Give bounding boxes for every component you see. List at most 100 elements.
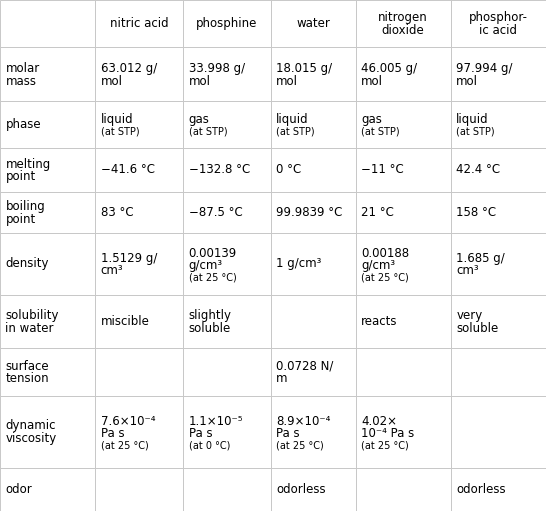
Bar bbox=[183, 0, 271, 48]
Text: m: m bbox=[276, 373, 288, 385]
Bar bbox=[95, 233, 183, 295]
Text: (at STP): (at STP) bbox=[361, 126, 400, 136]
Text: (at 25 °C): (at 25 °C) bbox=[361, 272, 409, 283]
Text: liquid: liquid bbox=[276, 113, 309, 126]
Bar bbox=[451, 468, 546, 511]
Text: −87.5 °C: −87.5 °C bbox=[188, 206, 242, 219]
Text: mol: mol bbox=[361, 75, 383, 87]
Bar bbox=[183, 233, 271, 295]
Bar bbox=[183, 48, 271, 101]
Bar bbox=[451, 0, 546, 48]
Text: (at 25 °C): (at 25 °C) bbox=[276, 440, 324, 450]
Bar bbox=[183, 396, 271, 468]
Bar bbox=[0, 48, 95, 101]
Bar bbox=[451, 148, 546, 192]
Bar bbox=[355, 295, 451, 348]
Text: odorless: odorless bbox=[456, 483, 506, 496]
Bar bbox=[0, 233, 95, 295]
Text: nitrogen: nitrogen bbox=[378, 11, 428, 25]
Bar bbox=[183, 101, 271, 148]
Text: (at 0 °C): (at 0 °C) bbox=[188, 440, 230, 450]
Bar bbox=[95, 148, 183, 192]
Bar bbox=[0, 468, 95, 511]
Text: mol: mol bbox=[100, 75, 123, 87]
Text: 97.994 g/: 97.994 g/ bbox=[456, 62, 513, 75]
Text: Pa s: Pa s bbox=[100, 427, 124, 440]
Text: 0.00188: 0.00188 bbox=[361, 247, 409, 260]
Text: (at 25 °C): (at 25 °C) bbox=[361, 440, 409, 450]
Text: molar: molar bbox=[5, 62, 40, 75]
Text: −132.8 °C: −132.8 °C bbox=[188, 164, 250, 176]
Text: miscible: miscible bbox=[100, 315, 150, 328]
Bar bbox=[355, 468, 451, 511]
Bar bbox=[183, 192, 271, 233]
Text: 99.9839 °C: 99.9839 °C bbox=[276, 206, 343, 219]
Text: ic acid: ic acid bbox=[479, 24, 518, 37]
Text: point: point bbox=[5, 213, 35, 226]
Bar bbox=[271, 295, 355, 348]
Bar bbox=[271, 233, 355, 295]
Text: (at STP): (at STP) bbox=[188, 126, 227, 136]
Bar bbox=[95, 348, 183, 396]
Bar bbox=[0, 192, 95, 233]
Bar bbox=[271, 348, 355, 396]
Text: dynamic: dynamic bbox=[5, 420, 56, 432]
Bar bbox=[95, 101, 183, 148]
Text: surface: surface bbox=[5, 360, 49, 373]
Bar bbox=[183, 148, 271, 192]
Text: soluble: soluble bbox=[456, 322, 498, 335]
Text: water: water bbox=[296, 17, 330, 30]
Text: mol: mol bbox=[276, 75, 298, 87]
Bar bbox=[271, 148, 355, 192]
Text: gas: gas bbox=[361, 113, 382, 126]
Text: (at STP): (at STP) bbox=[456, 126, 495, 136]
Bar bbox=[183, 468, 271, 511]
Text: density: density bbox=[5, 257, 49, 270]
Text: g/cm³: g/cm³ bbox=[361, 260, 395, 272]
Bar bbox=[451, 396, 546, 468]
Bar bbox=[95, 468, 183, 511]
Text: 63.012 g/: 63.012 g/ bbox=[100, 62, 157, 75]
Text: Pa s: Pa s bbox=[276, 427, 300, 440]
Text: 33.998 g/: 33.998 g/ bbox=[188, 62, 245, 75]
Bar bbox=[355, 101, 451, 148]
Bar bbox=[95, 0, 183, 48]
Text: 1.5129 g/: 1.5129 g/ bbox=[100, 251, 157, 265]
Bar bbox=[355, 148, 451, 192]
Text: reacts: reacts bbox=[361, 315, 397, 328]
Text: 1 g/cm³: 1 g/cm³ bbox=[276, 257, 322, 270]
Bar bbox=[355, 348, 451, 396]
Bar bbox=[355, 48, 451, 101]
Bar bbox=[0, 348, 95, 396]
Text: boiling: boiling bbox=[5, 200, 45, 213]
Text: 158 °C: 158 °C bbox=[456, 206, 496, 219]
Bar bbox=[0, 396, 95, 468]
Text: 0.0728 N/: 0.0728 N/ bbox=[276, 360, 334, 373]
Text: dioxide: dioxide bbox=[382, 24, 425, 37]
Bar bbox=[451, 192, 546, 233]
Text: cm³: cm³ bbox=[456, 264, 479, 277]
Text: melting: melting bbox=[5, 158, 51, 171]
Text: phase: phase bbox=[5, 118, 41, 131]
Text: 18.015 g/: 18.015 g/ bbox=[276, 62, 333, 75]
Text: −41.6 °C: −41.6 °C bbox=[100, 164, 155, 176]
Bar bbox=[0, 295, 95, 348]
Text: (at STP): (at STP) bbox=[276, 126, 315, 136]
Bar bbox=[271, 468, 355, 511]
Text: 10⁻⁴ Pa s: 10⁻⁴ Pa s bbox=[361, 427, 414, 440]
Bar bbox=[271, 48, 355, 101]
Text: cm³: cm³ bbox=[100, 264, 123, 277]
Text: soluble: soluble bbox=[188, 322, 231, 335]
Bar bbox=[451, 48, 546, 101]
Text: Pa s: Pa s bbox=[188, 427, 212, 440]
Text: (at STP): (at STP) bbox=[100, 126, 139, 136]
Bar bbox=[451, 233, 546, 295]
Bar bbox=[355, 192, 451, 233]
Text: (at 25 °C): (at 25 °C) bbox=[100, 440, 149, 450]
Text: viscosity: viscosity bbox=[5, 432, 57, 445]
Text: phosphine: phosphine bbox=[196, 17, 258, 30]
Bar bbox=[451, 101, 546, 148]
Text: mass: mass bbox=[5, 75, 37, 87]
Bar bbox=[451, 348, 546, 396]
Text: 46.005 g/: 46.005 g/ bbox=[361, 62, 417, 75]
